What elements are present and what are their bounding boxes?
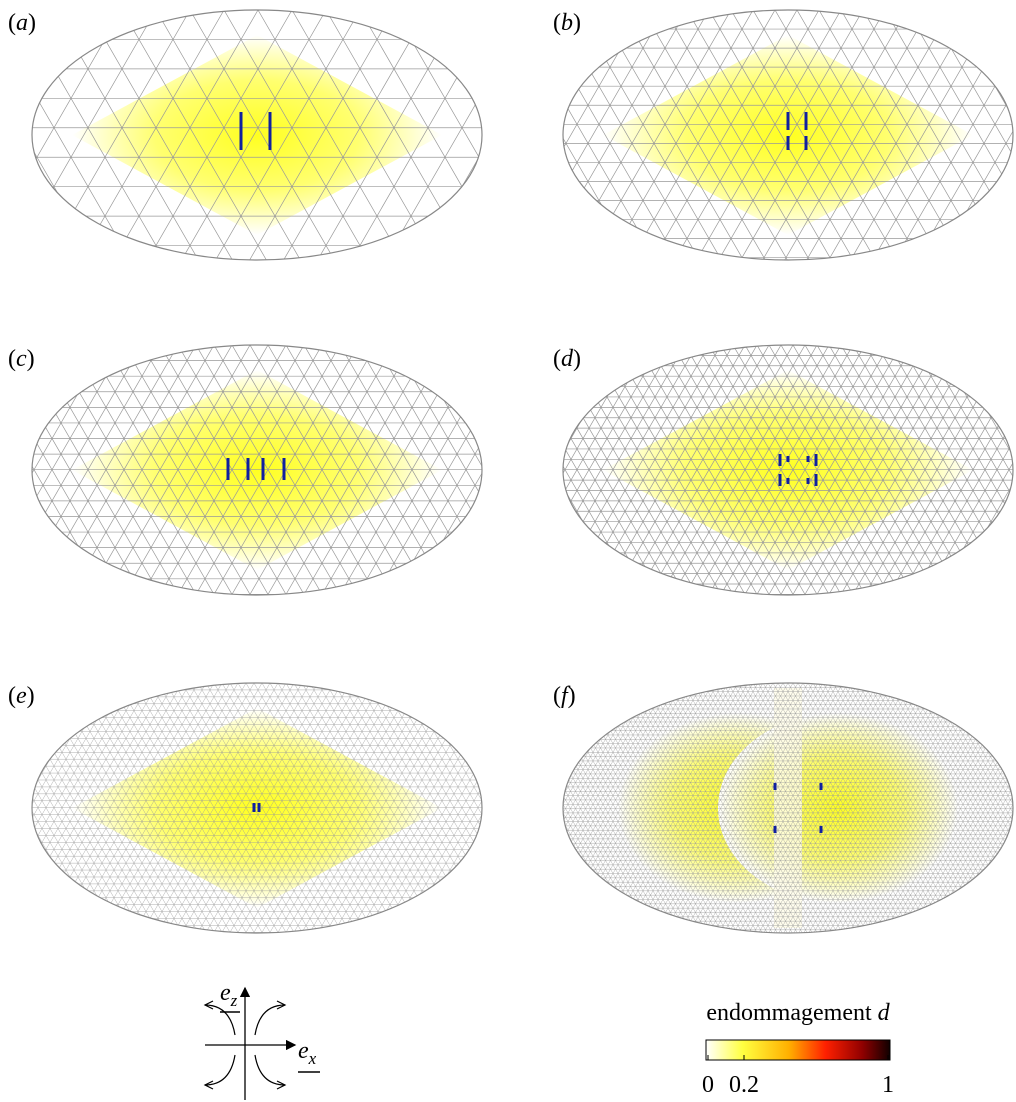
colorbar-gradient bbox=[705, 1039, 891, 1061]
label-letter: f bbox=[561, 683, 571, 709]
label-paren: ( bbox=[8, 683, 16, 709]
mesh-interior bbox=[563, 683, 1013, 933]
label-letter: b bbox=[561, 10, 573, 36]
mesh-outline bbox=[562, 9, 1014, 261]
panels: (a) (b)(c) (d)(e) (f) bbox=[8, 9, 1014, 934]
label-paren: ) bbox=[27, 346, 35, 372]
label-letter: e bbox=[16, 683, 27, 709]
label-paren: ) bbox=[28, 10, 36, 36]
panel-label: (c) bbox=[8, 346, 35, 372]
colorbar: endommagement d 0 0.2 1 bbox=[702, 1000, 894, 1098]
mesh-interior bbox=[32, 683, 482, 933]
mesh-panel: (a) bbox=[8, 9, 483, 261]
panel-label: (a) bbox=[8, 10, 36, 36]
colorbar-title-text: endommagement bbox=[706, 1000, 872, 1026]
mesh-lines bbox=[563, 10, 1013, 260]
damage-zone bbox=[603, 35, 973, 235]
label-letter: c bbox=[16, 346, 27, 372]
panel-label: (d) bbox=[553, 346, 581, 372]
axis-symbol: e bbox=[220, 980, 231, 1006]
label-letter: d bbox=[561, 346, 574, 372]
axis-index: x bbox=[308, 1049, 317, 1068]
label-paren: ( bbox=[8, 10, 16, 36]
mesh-outline bbox=[31, 344, 483, 596]
label-paren: ( bbox=[8, 346, 16, 372]
colorbar-symbol: d bbox=[878, 1000, 891, 1026]
axis-x-label: ex bbox=[298, 1038, 317, 1068]
mesh-outline bbox=[562, 344, 1014, 596]
colorbar-title: endommagement d bbox=[706, 1000, 890, 1026]
mesh-panel: (e) bbox=[8, 682, 483, 934]
mesh-outline bbox=[562, 682, 1014, 934]
mesh-outline bbox=[31, 682, 483, 934]
mesh-lines bbox=[563, 345, 1013, 595]
label-paren: ) bbox=[568, 683, 576, 709]
mesh-lines bbox=[32, 10, 482, 260]
label-paren: ( bbox=[553, 346, 561, 372]
axis-z-label: ez bbox=[220, 980, 238, 1010]
mesh-lines bbox=[563, 683, 1013, 933]
mesh-panel: (c) bbox=[8, 344, 483, 596]
damage-zone bbox=[72, 35, 442, 235]
panel-label: (b) bbox=[553, 10, 581, 36]
mesh-interior bbox=[32, 10, 482, 260]
colorbar-tick-label: 0 bbox=[702, 1072, 714, 1098]
panel-label: (f) bbox=[553, 683, 576, 709]
mesh-interior bbox=[32, 345, 482, 595]
label-letter: a bbox=[16, 10, 28, 36]
mesh-outline bbox=[31, 9, 483, 261]
mesh-panel: (f) bbox=[553, 682, 1014, 934]
axis-symbol: e bbox=[298, 1038, 309, 1064]
damage-gap bbox=[774, 688, 802, 928]
colorbar-tick-label: 1 bbox=[882, 1072, 894, 1098]
mesh-lines bbox=[32, 683, 482, 933]
mesh-lines bbox=[32, 345, 482, 595]
label-paren: ) bbox=[573, 10, 581, 36]
label-paren: ) bbox=[573, 346, 581, 372]
mesh-interior bbox=[563, 10, 1013, 260]
colorbar-tick-label: 0.2 bbox=[729, 1072, 759, 1098]
mesh-interior bbox=[563, 345, 1013, 595]
mesh-panel: (b) bbox=[553, 9, 1014, 261]
axis-index: z bbox=[230, 991, 238, 1010]
label-paren: ( bbox=[553, 683, 561, 709]
label-paren: ( bbox=[553, 10, 561, 36]
panel-label: (e) bbox=[8, 683, 35, 709]
mesh-panel: (d) bbox=[553, 344, 1014, 596]
damage-zone bbox=[72, 708, 442, 908]
axes-icon: ez ex bbox=[203, 980, 320, 1100]
label-paren: ) bbox=[27, 683, 35, 709]
